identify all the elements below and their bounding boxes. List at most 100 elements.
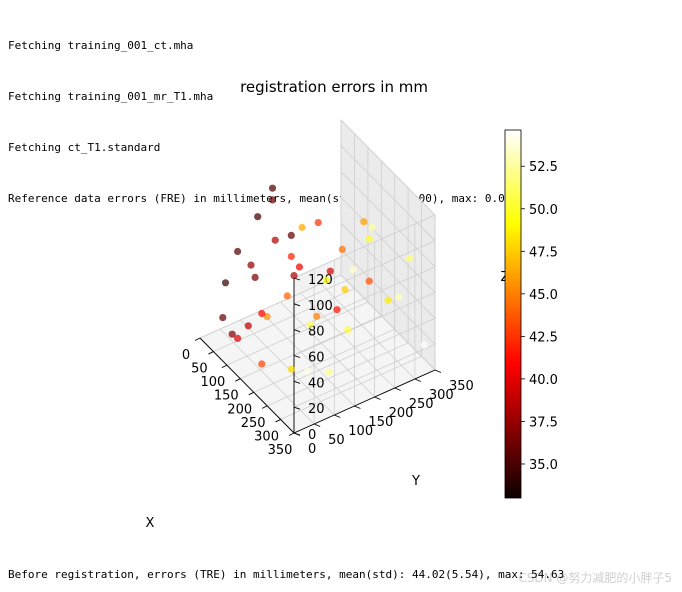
x-tick-mark [235,378,241,382]
x-tick-mark [248,391,254,396]
data-point [234,334,242,342]
data-point [268,184,277,192]
y-tick-mark [313,423,321,427]
data-point [341,286,349,294]
z-tick-mark [293,329,301,333]
y-tick-mark [394,387,401,391]
y-tick-mark [374,396,381,400]
data-point [221,279,230,287]
data-point [314,219,322,227]
data-point [368,223,376,232]
x-tick-label: 250 [241,416,266,431]
z-tick-mark [293,432,301,436]
data-point [303,367,311,375]
console-line: Fetching training_001_ct.mha [8,39,194,52]
data-point [306,321,314,329]
data-point [219,314,227,322]
data-point [271,236,279,244]
x-tick-mark [275,419,281,423]
grid-line-z [293,145,436,305]
y-tick-label: 250 [409,397,434,412]
x-tick-mark [221,364,228,369]
grid-line-z [293,223,436,382]
z-tick-mark [293,303,301,307]
y-tick-label: 0 [308,442,316,457]
data-point [384,296,392,304]
z-tick-label: 20 [308,402,325,417]
z-tick-mark [293,406,301,410]
colorbar-tick-label: 35.0 [529,458,558,473]
x-tick-label: 150 [214,389,239,404]
x-tick-label: 0 [182,348,190,363]
colorbar-tick-label: 37.5 [529,415,558,430]
x-axis-label: X [146,516,155,531]
y-tick-mark [334,414,341,418]
data-point [405,254,414,263]
x-tick-mark [194,337,201,341]
data-point [228,330,236,338]
data-point [263,313,271,321]
z-tick-label: 0 [308,428,316,443]
y-tick-mark [354,405,361,409]
y-tick-label: 350 [449,379,474,394]
y-axis-label: Y [411,474,420,489]
data-point [344,326,352,334]
data-point [290,272,298,280]
y-tick-mark [414,378,422,382]
x-axis-line [199,337,295,434]
data-point [365,235,373,243]
y-tick-label: 100 [348,424,373,439]
x-tick-mark [208,351,214,355]
x-tick-label: 200 [227,402,252,417]
y-tick-label: 150 [368,415,393,430]
colorbar-gradient [504,129,522,499]
data-point [295,263,303,271]
colorbar-tick-label: 47.5 [529,245,558,260]
data-point [313,312,321,320]
data-point [325,368,333,376]
data-point [322,276,330,284]
data-point [287,231,295,239]
data-point [258,360,266,368]
z-tick-mark [293,380,301,384]
z-tick-label: 80 [308,325,325,340]
x-tick-label: 50 [191,362,208,377]
y-tick-label: 200 [389,406,414,421]
data-point [254,213,262,221]
console-line: Fetching training_001_mr_T1.mha [8,90,214,103]
z-tick-mark [293,355,301,358]
data-point [326,267,334,275]
colorbar-tick-label: 42.5 [529,330,558,345]
z-tick-label: 100 [308,299,333,314]
data-point [349,266,357,274]
data-point [251,273,259,281]
y-tick-label: 50 [328,433,345,448]
y-tick-label: 300 [429,388,454,403]
colorbar-tick-label: 45.0 [529,288,558,303]
data-point [287,365,295,373]
z-tick-label: 60 [308,351,325,366]
data-point [338,245,346,253]
data-point [244,322,252,330]
data-point [395,293,403,301]
x-tick-mark [288,432,295,436]
z-tick-label: 40 [308,376,325,391]
data-points [219,184,428,376]
data-point [247,261,255,269]
watermark-text: CSDN @努力减肥的小胖子5 [518,570,672,585]
data-point [287,252,295,261]
colorbar: 35.0 37.5 40.0 42.5 45.0 47.5 50.0 52.5 [504,129,558,499]
x-tick-mark [261,405,268,409]
colorbar-tick-label: 40.0 [529,373,558,388]
chart-title: registration errors in mm [240,78,428,96]
grid-line-z [293,171,436,331]
data-point [365,277,373,285]
console-footer: Before registration, errors (TRE) in mil… [8,568,565,581]
x-tick-label: 300 [254,429,279,444]
data-point [283,292,291,300]
axis-lines [194,277,442,436]
data-point [360,218,368,226]
colorbar-tick-label: 50.0 [529,203,558,218]
